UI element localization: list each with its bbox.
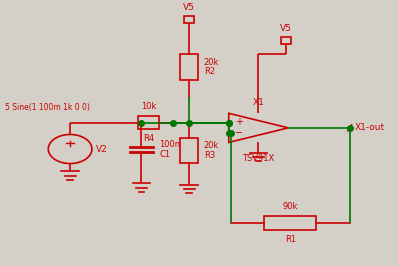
Text: 100n: 100n [159,140,180,149]
Bar [138,116,159,130]
Text: 10k: 10k [141,102,156,111]
Text: V5: V5 [280,24,292,33]
Text: 20k: 20k [204,58,219,67]
Bar [184,16,194,23]
Bar [180,138,198,163]
Text: +: + [235,117,243,127]
Text: V5: V5 [183,3,195,12]
Text: R3: R3 [204,151,215,160]
Text: 90k: 90k [283,202,298,211]
Text: 20k: 20k [204,141,219,150]
Text: −: − [235,128,243,138]
Bar [281,37,291,44]
Text: 5 Sine(1 100m 1k 0 0): 5 Sine(1 100m 1k 0 0) [5,103,90,112]
Bar [264,216,316,230]
Text: R1: R1 [285,235,296,244]
Bar [180,54,198,80]
Text: R4: R4 [143,134,154,143]
Text: TSV91X: TSV91X [242,154,275,163]
Text: V2: V2 [96,144,107,153]
Text: C1: C1 [159,150,170,159]
Text: R2: R2 [204,67,215,76]
Text: X1: X1 [253,98,264,107]
Text: X1-out: X1-out [355,123,384,132]
